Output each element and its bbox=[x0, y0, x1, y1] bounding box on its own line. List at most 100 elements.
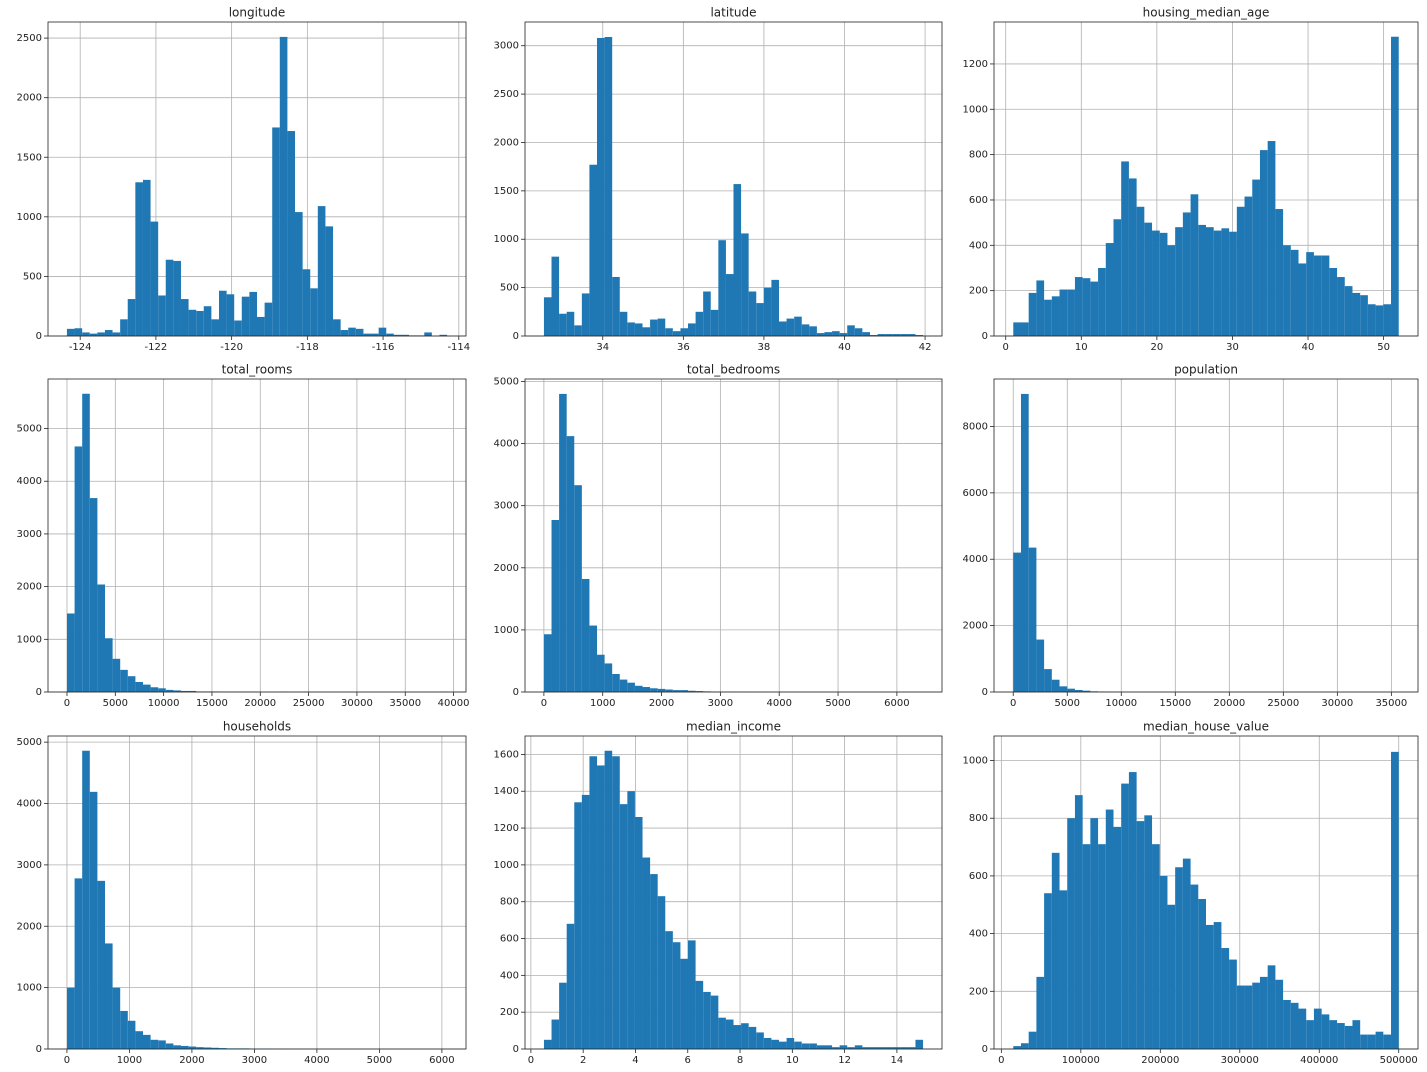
x-tick-label: 15000 bbox=[196, 698, 228, 709]
y-tick-label: 0 bbox=[36, 687, 42, 698]
bar bbox=[862, 332, 871, 336]
y-tick-label: 500 bbox=[23, 271, 42, 282]
y-tick-label: 5000 bbox=[17, 424, 42, 435]
bar bbox=[756, 1032, 764, 1049]
x-tick-label: 40 bbox=[1302, 342, 1315, 353]
x-tick-label: 1000 bbox=[117, 1055, 142, 1066]
bar bbox=[378, 327, 387, 336]
bar bbox=[665, 931, 673, 1049]
bar bbox=[642, 857, 651, 1049]
bar bbox=[1283, 999, 1291, 1049]
bar bbox=[566, 311, 575, 336]
bar bbox=[1190, 194, 1199, 336]
subplot: 0 100000 200000 300000 400000 500000 0 200 400 60… bbox=[963, 720, 1419, 1066]
y-tick-label: 3000 bbox=[17, 860, 42, 871]
axes-frame bbox=[524, 735, 943, 1050]
bar bbox=[203, 1047, 212, 1049]
bar bbox=[748, 291, 757, 336]
bar bbox=[581, 578, 590, 692]
subplot-title: population bbox=[1174, 363, 1238, 377]
x-tick-label: 20000 bbox=[244, 698, 276, 709]
bar bbox=[1283, 245, 1291, 336]
bar bbox=[1013, 552, 1021, 692]
x-tick-label: 10000 bbox=[148, 698, 180, 709]
y-tick-label: 2500 bbox=[494, 89, 519, 100]
bar bbox=[612, 756, 620, 1049]
bar bbox=[680, 328, 689, 336]
y-tick-label: 2000 bbox=[17, 93, 42, 104]
x-tick-label: 25000 bbox=[1267, 698, 1299, 709]
y-tick-label: 4000 bbox=[17, 799, 42, 810]
bar bbox=[907, 334, 916, 336]
bar bbox=[672, 690, 681, 692]
y-tick-label: 1400 bbox=[494, 786, 519, 797]
bar bbox=[710, 309, 719, 336]
bar bbox=[211, 1047, 219, 1049]
bar bbox=[1074, 690, 1083, 692]
bar bbox=[1236, 985, 1245, 1049]
y-tick-label: 5000 bbox=[494, 376, 519, 387]
bar bbox=[703, 291, 711, 336]
bar bbox=[1275, 979, 1284, 1049]
bar bbox=[642, 327, 651, 336]
bar bbox=[870, 335, 878, 336]
bar bbox=[657, 688, 666, 692]
bar bbox=[1275, 209, 1284, 336]
bar bbox=[196, 310, 204, 336]
y-tick-label: 2000 bbox=[17, 582, 42, 593]
x-tick-label: 300000 bbox=[1221, 1055, 1259, 1066]
bar bbox=[672, 331, 681, 336]
bar bbox=[1229, 231, 1237, 336]
bar bbox=[559, 393, 567, 692]
subplot: 0 1000 2000 3000 4000 5000 6000 0 1000 2000 3000 40… bbox=[494, 363, 943, 709]
bar bbox=[778, 1041, 787, 1049]
y-tick-label: 0 bbox=[982, 331, 988, 342]
bar bbox=[82, 332, 90, 336]
bar bbox=[1121, 783, 1129, 1049]
bar bbox=[82, 393, 90, 692]
y-tick-label: 200 bbox=[969, 986, 988, 997]
bar bbox=[180, 299, 189, 336]
x-tick-label: 4 bbox=[632, 1055, 638, 1066]
bar bbox=[1167, 245, 1176, 336]
bar bbox=[1329, 1020, 1338, 1049]
bar bbox=[1098, 267, 1106, 336]
bar bbox=[188, 309, 197, 336]
y-tick-label: 1000 bbox=[494, 625, 519, 636]
x-tick-label: 25000 bbox=[293, 698, 325, 709]
bar bbox=[907, 1047, 916, 1049]
subplot: 0 5000 10000 15000 20000 25000 30000 35000 40000… bbox=[17, 363, 470, 710]
bar bbox=[612, 673, 620, 692]
bar bbox=[809, 1043, 817, 1049]
bar bbox=[1391, 36, 1399, 337]
bar bbox=[181, 690, 189, 692]
y-tick-label: 1000 bbox=[963, 104, 988, 115]
bar bbox=[340, 330, 349, 336]
y-tick-label: 3000 bbox=[494, 41, 519, 52]
y-tick-label: 800 bbox=[969, 813, 988, 824]
bar bbox=[1036, 639, 1045, 692]
bar bbox=[1121, 161, 1129, 336]
bar bbox=[756, 303, 764, 336]
bar bbox=[302, 269, 311, 336]
bar bbox=[97, 332, 105, 336]
y-tick-label: 1500 bbox=[17, 152, 42, 163]
subplot: -124 -122 -120 -118 -116 -114 0 500 1000 1500 2000… bbox=[17, 6, 471, 354]
bar bbox=[196, 1047, 204, 1049]
bar bbox=[1020, 1043, 1029, 1049]
y-tick-label: 6000 bbox=[963, 488, 988, 499]
bar bbox=[1252, 982, 1260, 1049]
bar bbox=[869, 1047, 878, 1049]
bar bbox=[104, 330, 113, 336]
bar bbox=[1337, 277, 1345, 336]
bar bbox=[1090, 818, 1099, 1049]
y-tick-label: 200 bbox=[969, 286, 988, 297]
x-tick-label: -120 bbox=[220, 342, 243, 353]
x-tick-label: 20000 bbox=[1213, 698, 1245, 709]
x-tick-label: 100000 bbox=[1062, 1055, 1100, 1066]
y-tick-label: 4000 bbox=[17, 476, 42, 487]
bar bbox=[165, 1043, 174, 1049]
bar bbox=[786, 318, 795, 336]
bar bbox=[1236, 206, 1245, 336]
